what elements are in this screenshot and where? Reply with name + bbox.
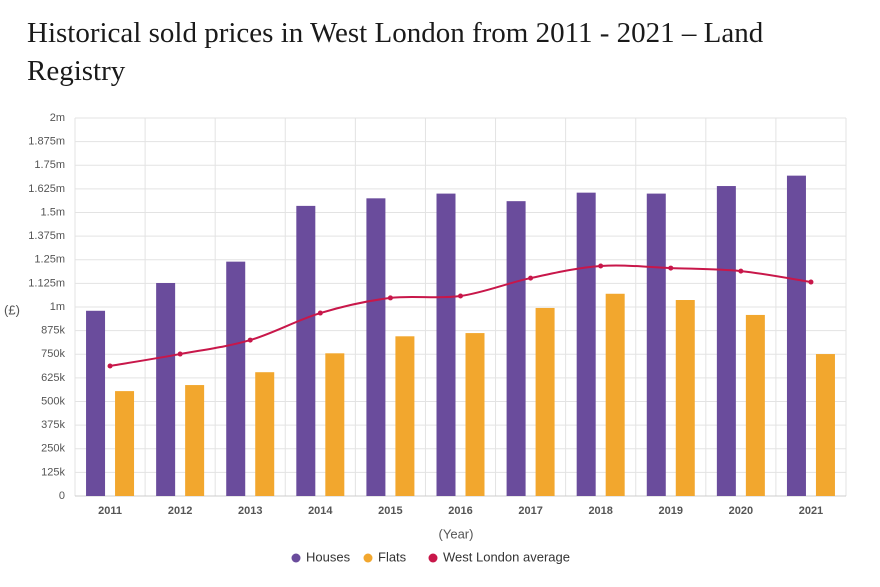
bar — [436, 193, 456, 496]
point — [738, 268, 744, 274]
y-tick-label: 1.375m — [28, 230, 65, 242]
bar — [506, 201, 526, 496]
y-tick-label: 750k — [41, 348, 65, 360]
bar — [86, 310, 106, 496]
x-tick-label: 2016 — [448, 505, 472, 517]
x-tick-label: 2014 — [308, 505, 333, 517]
legend-label: Houses — [306, 549, 351, 564]
y-tick-label: 1.125m — [28, 277, 65, 289]
x-tick-label: 2020 — [729, 505, 753, 517]
x-tick-label: 2015 — [378, 505, 402, 517]
bar — [156, 282, 176, 496]
x-tick-label: 2018 — [588, 505, 612, 517]
bar — [395, 336, 415, 496]
y-tick-label: 1m — [50, 301, 65, 313]
y-tick-label: 500k — [41, 395, 65, 407]
bar — [786, 175, 806, 496]
x-tick-label: 2019 — [659, 505, 683, 517]
bar — [675, 300, 695, 496]
x-tick-label: 2011 — [98, 505, 122, 517]
legend-marker — [428, 553, 438, 563]
x-axis-label: (Year) — [439, 526, 474, 541]
y-tick-label: 1.25m — [34, 254, 65, 266]
point — [598, 263, 604, 269]
bar — [646, 193, 666, 496]
point — [668, 265, 674, 271]
legend-label: Flats — [378, 549, 407, 564]
bar — [605, 293, 625, 496]
bar — [465, 333, 485, 496]
point — [317, 310, 323, 316]
chart-title: Historical sold prices in West London fr… — [27, 17, 764, 87]
x-tick-label: 2021 — [799, 505, 823, 517]
y-tick-label: 1.625m — [28, 183, 65, 195]
point — [458, 293, 463, 299]
y-tick-label: 2m — [50, 112, 65, 124]
bar — [815, 354, 835, 496]
legend-marker — [291, 553, 301, 563]
bar — [535, 307, 555, 496]
bar — [716, 186, 736, 497]
legend-label: West London average — [443, 549, 570, 564]
point — [387, 295, 393, 301]
y-tick-label: 0 — [59, 490, 65, 502]
bar — [745, 314, 765, 496]
y-tick-label: 1.875m — [28, 136, 65, 148]
y-tick-label: 125k — [41, 466, 65, 478]
y-tick-label: 1.5m — [41, 206, 65, 218]
y-tick-label: 250k — [41, 443, 65, 455]
point — [808, 279, 814, 285]
point — [107, 363, 113, 369]
point — [528, 275, 534, 281]
bar — [185, 385, 205, 496]
y-tick-label: 1.75m — [34, 159, 65, 171]
bar — [325, 353, 345, 496]
point — [247, 337, 253, 343]
bar — [576, 192, 596, 496]
bar — [296, 205, 316, 496]
bar — [255, 372, 275, 496]
y-tick-label: 875k — [41, 325, 65, 337]
y-tick-label: 625k — [41, 372, 65, 384]
x-tick-label: 2012 — [168, 505, 192, 517]
bar — [366, 198, 386, 496]
point — [177, 351, 183, 357]
bar — [115, 391, 135, 496]
legend-marker — [363, 553, 373, 563]
y-tick-label: 375k — [41, 419, 65, 431]
x-tick-label: 2017 — [518, 505, 542, 517]
bar — [226, 261, 246, 496]
x-tick-label: 2013 — [238, 505, 262, 517]
y-axis-label: (£) — [4, 302, 20, 317]
